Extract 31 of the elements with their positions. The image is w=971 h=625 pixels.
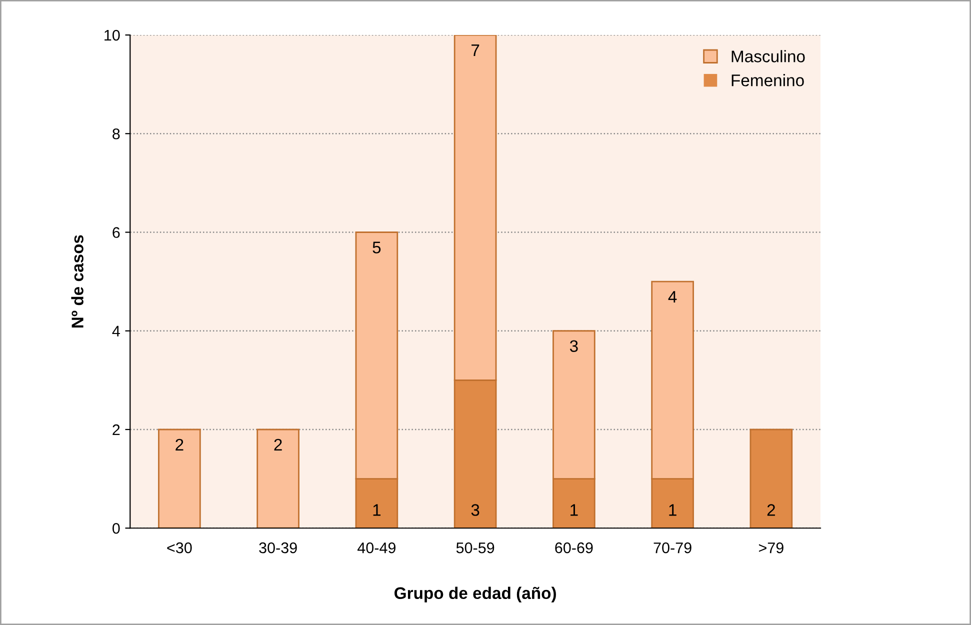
data-label: 5 [372,242,381,254]
y-tick-label: 8 [112,128,120,140]
y-tick-label: 2 [112,424,120,436]
legend-label: Femenino [732,74,804,86]
data-label: 1 [373,504,380,516]
x-tick-label: 70-79 [654,542,692,554]
legend-label: Masculino [732,50,805,62]
data-label: 3 [570,340,578,352]
y-tick-label: 6 [112,227,120,238]
x-tick-label: 30-39 [259,542,297,554]
x-tick-label: >79 [758,542,784,554]
y-axis-title: Nº de casos [71,235,84,328]
data-label: 2 [767,504,775,516]
data-label: 1 [570,504,578,516]
x-axis-title: Grupo de edad (año) [394,586,556,602]
data-label: 1 [669,504,676,516]
y-tick-label: 0 [112,522,120,534]
data-label: 2 [176,438,184,450]
bar [256,428,300,528]
data-label: 7 [472,44,480,56]
x-tick-label: 40-49 [357,542,396,554]
y-tick-label: 10 [104,30,120,41]
x-tick-label: <30 [167,542,192,554]
x-tick-label: 60-69 [555,542,593,554]
data-label: 3 [471,504,480,516]
x-tick-label: 50-59 [456,542,494,554]
bar [158,428,201,528]
bar [750,428,793,528]
data-label: 4 [668,291,677,303]
y-tick-label: 4 [112,326,120,336]
data-label: 2 [274,438,282,450]
